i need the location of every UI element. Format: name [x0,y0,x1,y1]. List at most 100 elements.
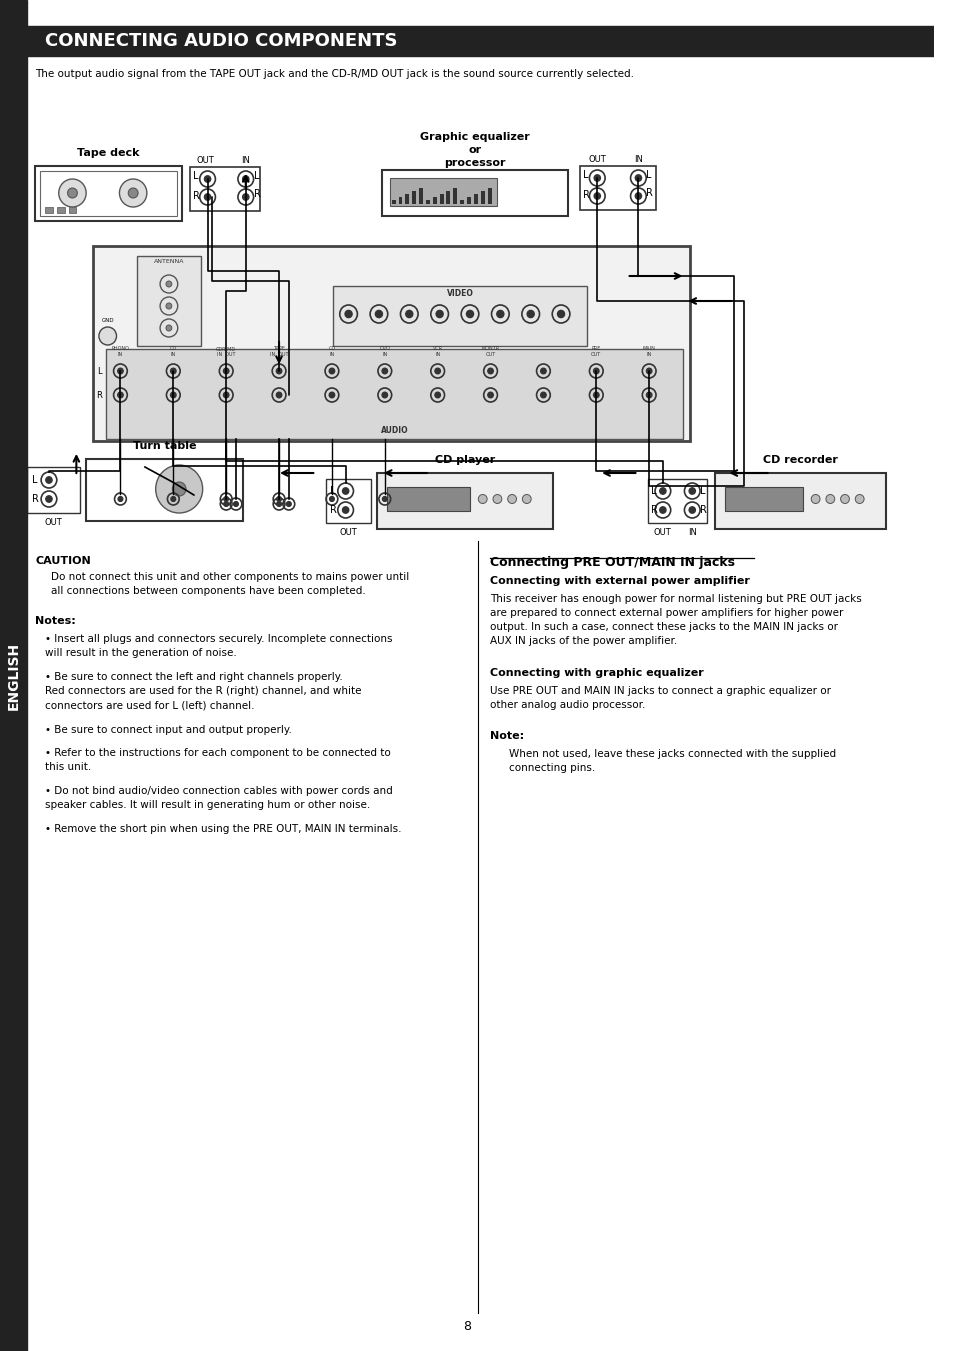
Text: L: L [253,172,259,181]
Bar [35,166,182,222]
Circle shape [593,392,598,397]
Text: Tape deck: Tape deck [77,149,140,158]
Circle shape [329,369,335,374]
Circle shape [557,311,564,317]
Bar [28,26,933,55]
Circle shape [436,311,443,317]
Circle shape [646,369,651,374]
Text: ANTENNA: ANTENNA [153,259,184,263]
Text: L: L [645,170,651,180]
Circle shape [171,497,175,501]
Circle shape [466,311,473,317]
Circle shape [405,311,413,317]
Text: L: L [193,172,198,181]
Circle shape [594,174,599,181]
Circle shape [68,188,77,199]
Circle shape [204,193,211,200]
Bar [439,195,443,204]
Text: R: R [253,189,260,199]
Text: R: R [330,505,336,515]
Text: L: L [32,476,38,485]
Circle shape [276,369,281,374]
Text: PRE
OUT: PRE OUT [591,346,600,357]
Text: R: R [193,190,199,201]
Text: CD recorder: CD recorder [762,455,837,465]
Text: 8: 8 [462,1320,471,1333]
Circle shape [635,193,640,199]
Circle shape [172,482,186,496]
Circle shape [223,369,229,374]
Bar [69,207,76,213]
Circle shape [381,392,387,397]
Circle shape [276,392,281,397]
Text: Connecting with external power amplifier: Connecting with external power amplifier [489,576,749,586]
Bar [333,286,587,346]
Text: R: R [651,505,658,515]
Circle shape [342,507,349,513]
Text: IN: IN [241,155,250,165]
Bar [425,200,430,204]
Bar [86,459,243,521]
Text: Note:: Note: [489,731,523,740]
Bar [106,349,682,439]
Bar [57,207,65,213]
Circle shape [688,488,695,494]
Text: R: R [645,188,653,199]
Circle shape [507,494,516,504]
Circle shape [435,392,440,397]
Text: IN: IN [687,528,696,536]
Text: Turn table: Turn table [132,440,196,451]
Text: CDR/MD
IN  OUT: CDR/MD IN OUT [216,346,236,357]
Bar [433,197,436,204]
Text: R: R [96,390,102,400]
Bar [381,170,567,216]
Text: L: L [97,366,102,376]
Circle shape [527,311,534,317]
Text: OUT: OUT [653,528,670,536]
Text: PHONO
IN: PHONO IN [112,346,130,357]
Circle shape [46,496,52,503]
Bar [459,200,463,204]
Circle shape [487,392,493,397]
Bar [389,178,497,205]
Bar [28,467,80,513]
Text: DVD
IN: DVD IN [379,346,390,357]
Circle shape [276,497,281,501]
Text: OUT: OUT [588,155,605,163]
Bar [579,166,656,209]
Text: When not used, leave these jacks connected with the supplied
connecting pins.: When not used, leave these jacks connect… [509,748,836,773]
Text: MAIN
IN: MAIN IN [642,346,655,357]
Bar [412,190,416,204]
Text: TAPE
IN  OUT: TAPE IN OUT [270,346,288,357]
Circle shape [522,494,531,504]
Circle shape [242,193,249,200]
Bar [190,168,260,211]
Bar [386,486,470,511]
Circle shape [171,369,176,374]
Circle shape [128,188,138,199]
Text: • Be sure to connect input and output properly.: • Be sure to connect input and output pr… [45,725,292,735]
Text: OUT: OUT [45,517,63,527]
Circle shape [635,174,640,181]
Circle shape [342,488,349,494]
Circle shape [166,326,172,331]
Text: IN: IN [634,155,642,163]
Text: This receiver has enough power for normal listening but PRE OUT jacks
are prepar: This receiver has enough power for norma… [489,594,861,646]
Circle shape [381,369,387,374]
Circle shape [382,497,387,501]
Circle shape [204,176,211,182]
Circle shape [329,392,335,397]
Bar [467,197,471,204]
Text: The output audio signal from the TAPE OUT jack and the CD-R/MD OUT jack is the s: The output audio signal from the TAPE OU… [35,69,634,78]
Circle shape [810,494,820,504]
Text: VIDEO: VIDEO [446,289,473,299]
Text: Connecting PRE OUT/MAIN IN jacks: Connecting PRE OUT/MAIN IN jacks [489,557,734,569]
Text: GND: GND [101,317,114,323]
Circle shape [497,311,503,317]
Bar [714,473,885,530]
Circle shape [345,311,352,317]
Circle shape [46,477,52,484]
Text: L: L [700,486,705,496]
Text: Connecting with graphic equalizer: Connecting with graphic equalizer [489,667,702,678]
Circle shape [646,392,651,397]
